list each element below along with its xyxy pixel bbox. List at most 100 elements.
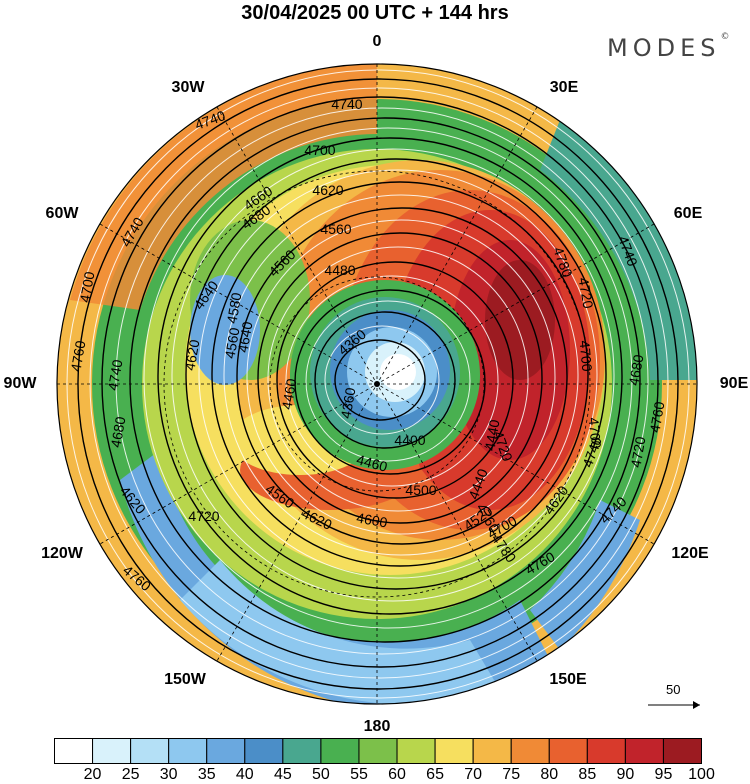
svg-text:4620: 4620 [181,338,202,372]
svg-text:4700: 4700 [586,417,605,450]
contour-label: 4680 [625,353,646,387]
contour-label: 4740 [331,96,362,112]
colorbar-swatch [358,738,398,764]
svg-text:4580: 4580 [223,291,244,325]
longitude-label-120w: 120W [41,545,83,562]
svg-text:4700: 4700 [76,270,97,304]
colorbar-swatch [662,738,702,764]
contour-label: 4760 [67,339,88,373]
svg-text:4740: 4740 [331,96,362,112]
svg-text:4560: 4560 [221,326,242,360]
contour-label: 4700 [304,142,335,158]
colorbar-tick-label: 80 [540,766,559,783]
contour-label: 4360 [337,386,358,420]
contour-label: 4740 [104,358,125,392]
contour-label: 4620 [312,182,343,198]
colorbar-tick-label: 70 [464,766,483,783]
svg-text:4600: 4600 [355,509,389,530]
svg-text:4400: 4400 [394,432,425,448]
colorbar-swatch [472,738,512,764]
colorbar-tick-label: 25 [121,766,140,783]
svg-text:4720: 4720 [188,508,219,524]
svg-text:4620: 4620 [312,182,343,198]
colorbar-tick-label: 100 [688,766,715,783]
colorbar-tick-label: 60 [388,766,406,783]
colorbar-swatch [510,738,550,764]
colorbar-swatch [548,738,588,764]
longitude-label-30e: 30E [549,79,579,96]
svg-text:4640: 4640 [234,320,255,354]
longitude-label-90w: 90W [3,375,37,392]
contour-label: 4460 [278,377,299,411]
colorbar-tick-label: 65 [426,766,444,783]
colorbar-tick-label: 30 [159,766,178,783]
svg-text:4700: 4700 [577,340,596,373]
wind-scale-label: 50 [666,682,681,697]
svg-text:4680: 4680 [625,353,646,387]
contour-label: 4620 [181,338,202,372]
contour-label: 4720 [575,276,596,310]
longitude-label-30w: 30W [171,79,205,96]
colorbar-swatch [130,738,170,764]
contour-label: 4640 [234,320,255,354]
longitude-label-90e: 90E [719,375,749,392]
contour-label: 4440 [481,418,502,452]
colorbar-tick-label: 75 [502,766,521,783]
contour-label: 4400 [394,432,425,448]
longitude-label-60w: 60W [45,205,79,222]
colorbar-swatch [320,738,360,764]
svg-text:4360: 4360 [337,386,358,420]
svg-text:4560: 4560 [320,221,351,237]
svg-text:4500: 4500 [405,482,436,498]
colorbar-tick-label: 95 [654,766,673,783]
svg-text:4760: 4760 [67,339,88,373]
map-title: 30/04/2025 00 UTC + 144 hrs [241,2,509,24]
svg-text:4680: 4680 [107,415,128,449]
modes-logo: MODES© [607,32,730,62]
wind-streamlines [66,69,690,699]
contour-label: 4680 [107,415,128,449]
colorbar-tick-label: 55 [350,766,368,783]
contour-label: 4500 [405,482,436,498]
contour-label: 4560 [221,326,242,360]
svg-text:4700: 4700 [304,142,335,158]
colorbar-swatch [396,738,436,764]
svg-text:4740: 4740 [104,358,125,392]
contour-label: 4720 [188,508,219,524]
contour-label: 4600 [355,509,389,530]
contour-label: 4720 [627,435,648,469]
longitude-label-120e: 120E [671,545,709,562]
colorbar-tick-label: 90 [616,766,635,783]
colorbar-swatch [168,738,208,764]
svg-text:4460: 4460 [278,377,299,411]
colorbar-tick-label: 45 [273,766,292,783]
colorbar-swatch [282,738,322,764]
contour-label: 4700 [586,417,605,450]
contour-label: 4460 [355,451,389,475]
contour-label: 4760 [646,400,667,434]
colorbar-tick-label: 50 [312,766,330,783]
longitude-label-0: 0 [372,33,382,50]
contour-label: 4700 [76,270,97,304]
colorbar-tick-label: 35 [197,766,216,783]
colorbar-tick-label: 85 [578,766,597,783]
longitude-label-150w: 150W [164,671,206,688]
colorbar-swatch [586,738,626,764]
svg-text:4480: 4480 [324,262,355,278]
contour-label: 4560 [320,221,351,237]
svg-text:4460: 4460 [355,451,389,475]
colorbar [54,738,702,764]
longitude-label-60e: 60E [673,205,703,222]
svg-text:4720: 4720 [575,276,596,310]
colorbar-swatch [92,738,132,764]
colorbar-swatch [434,738,474,764]
contour-label: 4480 [324,262,355,278]
colorbar-swatch [206,738,246,764]
colorbar-swatch [54,738,94,764]
longitude-label-150e: 150E [549,671,587,688]
colorbar-tick-label: 20 [83,766,102,783]
colorbar-swatch [244,738,284,764]
contour-label: 4700 [577,340,596,373]
longitude-label-180: 180 [363,718,391,735]
